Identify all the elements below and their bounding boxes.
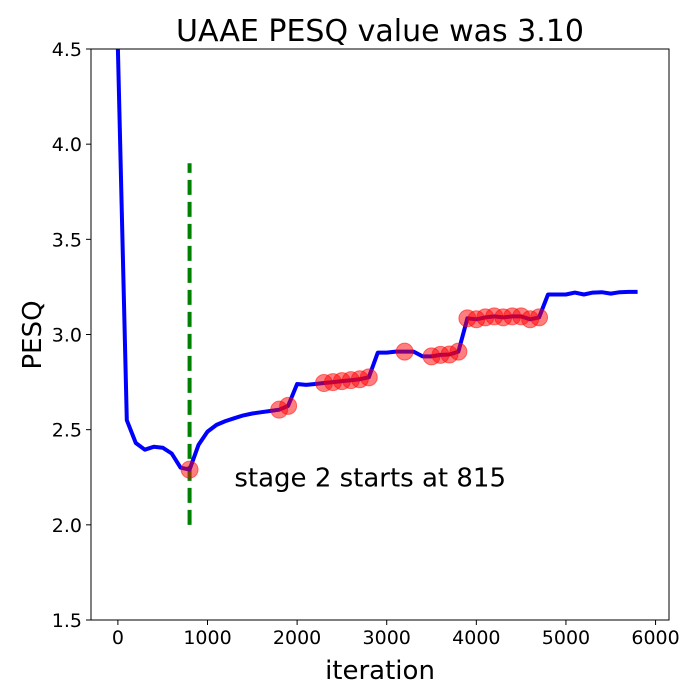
x-axis-label: iteration (325, 656, 435, 686)
y-tick-label: 1.5 (52, 610, 82, 632)
pesq-marker (359, 368, 378, 387)
x-tick-label: 3000 (363, 627, 411, 649)
pesq-series-line (115, 49, 638, 472)
y-tick-label: 3.5 (52, 229, 82, 251)
x-tick-label: 2000 (273, 627, 321, 649)
y-tick-label: 4.0 (52, 134, 82, 156)
pesq-marker (395, 342, 414, 361)
x-tick-label: 0 (112, 627, 124, 649)
plot-area: stage 2 starts at 815 (115, 49, 638, 525)
y-tick-label: 4.5 (52, 39, 82, 61)
x-tick-label: 6000 (631, 627, 679, 649)
x-tick-label: 5000 (542, 627, 590, 649)
y-axis-label: PESQ (18, 300, 48, 369)
pesq-marker (279, 396, 298, 415)
y-tick-label: 3.0 (52, 325, 82, 347)
x-tick-label: 4000 (452, 627, 500, 649)
axis-ticks: 0 1000 2000 3000 4000 5000 6000 1.5 2.0 2.5 3.0 3.5… (52, 39, 680, 649)
y-tick-label: 2.0 (52, 515, 82, 537)
pesq-marker (449, 342, 468, 361)
x-tick-label: 1000 (183, 627, 231, 649)
chart-title: UAAE PESQ value was 3.10 (176, 14, 584, 49)
pesq-marker (180, 460, 199, 479)
stage-annotation: stage 2 starts at 815 (234, 463, 506, 493)
pesq-marker (530, 308, 549, 327)
plot-frame (90, 48, 670, 621)
y-tick-label: 2.5 (52, 420, 82, 442)
